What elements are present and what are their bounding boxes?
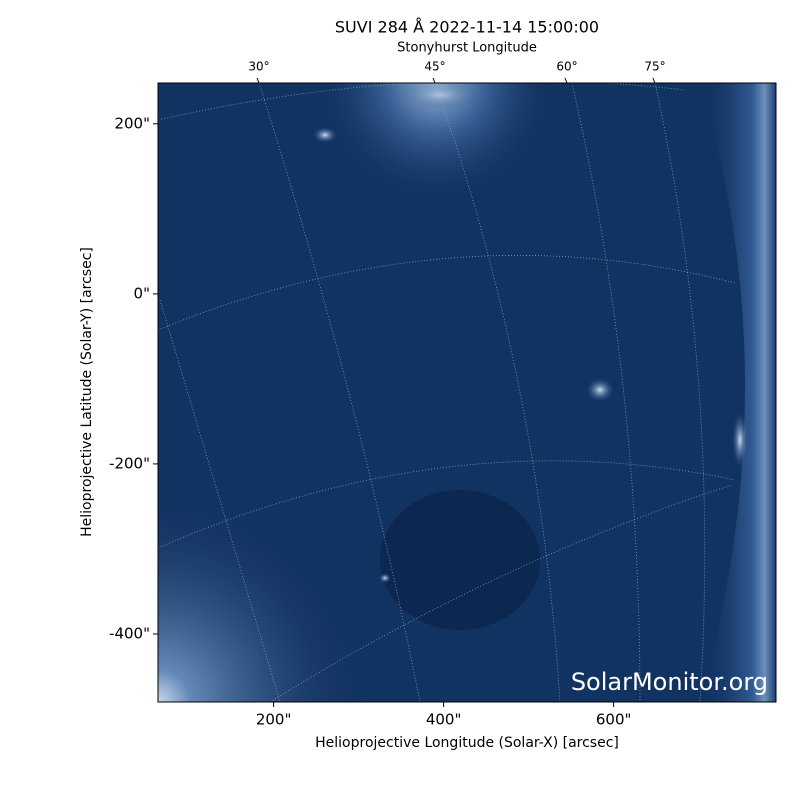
top-tick bbox=[564, 77, 568, 84]
top-tick-label: 75° bbox=[644, 60, 665, 74]
top-axis-label: Stonyhurst Longitude bbox=[397, 41, 537, 56]
watermark: SolarMonitor.org bbox=[571, 668, 768, 696]
plot-frame bbox=[157, 82, 777, 703]
x-axis-label: Helioprojective Longitude (Solar-X) [arc… bbox=[315, 735, 619, 751]
x-tick-label: 600" bbox=[596, 711, 632, 729]
top-tick-label: 60° bbox=[556, 60, 577, 74]
chart-title: SUVI 284 Å 2022-11-14 15:00:00 bbox=[335, 18, 599, 37]
x-tick-label: 400" bbox=[426, 711, 462, 729]
y-axis-label: Helioprojective Latitude (Solar-Y) [arcs… bbox=[79, 247, 95, 537]
top-tick bbox=[432, 77, 436, 84]
x-tick-label: 200" bbox=[256, 711, 292, 729]
y-tick-label: 0" bbox=[134, 284, 150, 302]
y-tick-label: 200" bbox=[114, 114, 150, 132]
top-tick bbox=[652, 77, 656, 84]
top-tick-label: 45° bbox=[424, 60, 445, 74]
y-tick-label: -200" bbox=[109, 454, 150, 472]
top-tick-label: 30° bbox=[248, 60, 269, 74]
y-tick-label: -400" bbox=[109, 624, 150, 642]
top-tick bbox=[256, 77, 260, 84]
solar-image bbox=[158, 83, 776, 702]
